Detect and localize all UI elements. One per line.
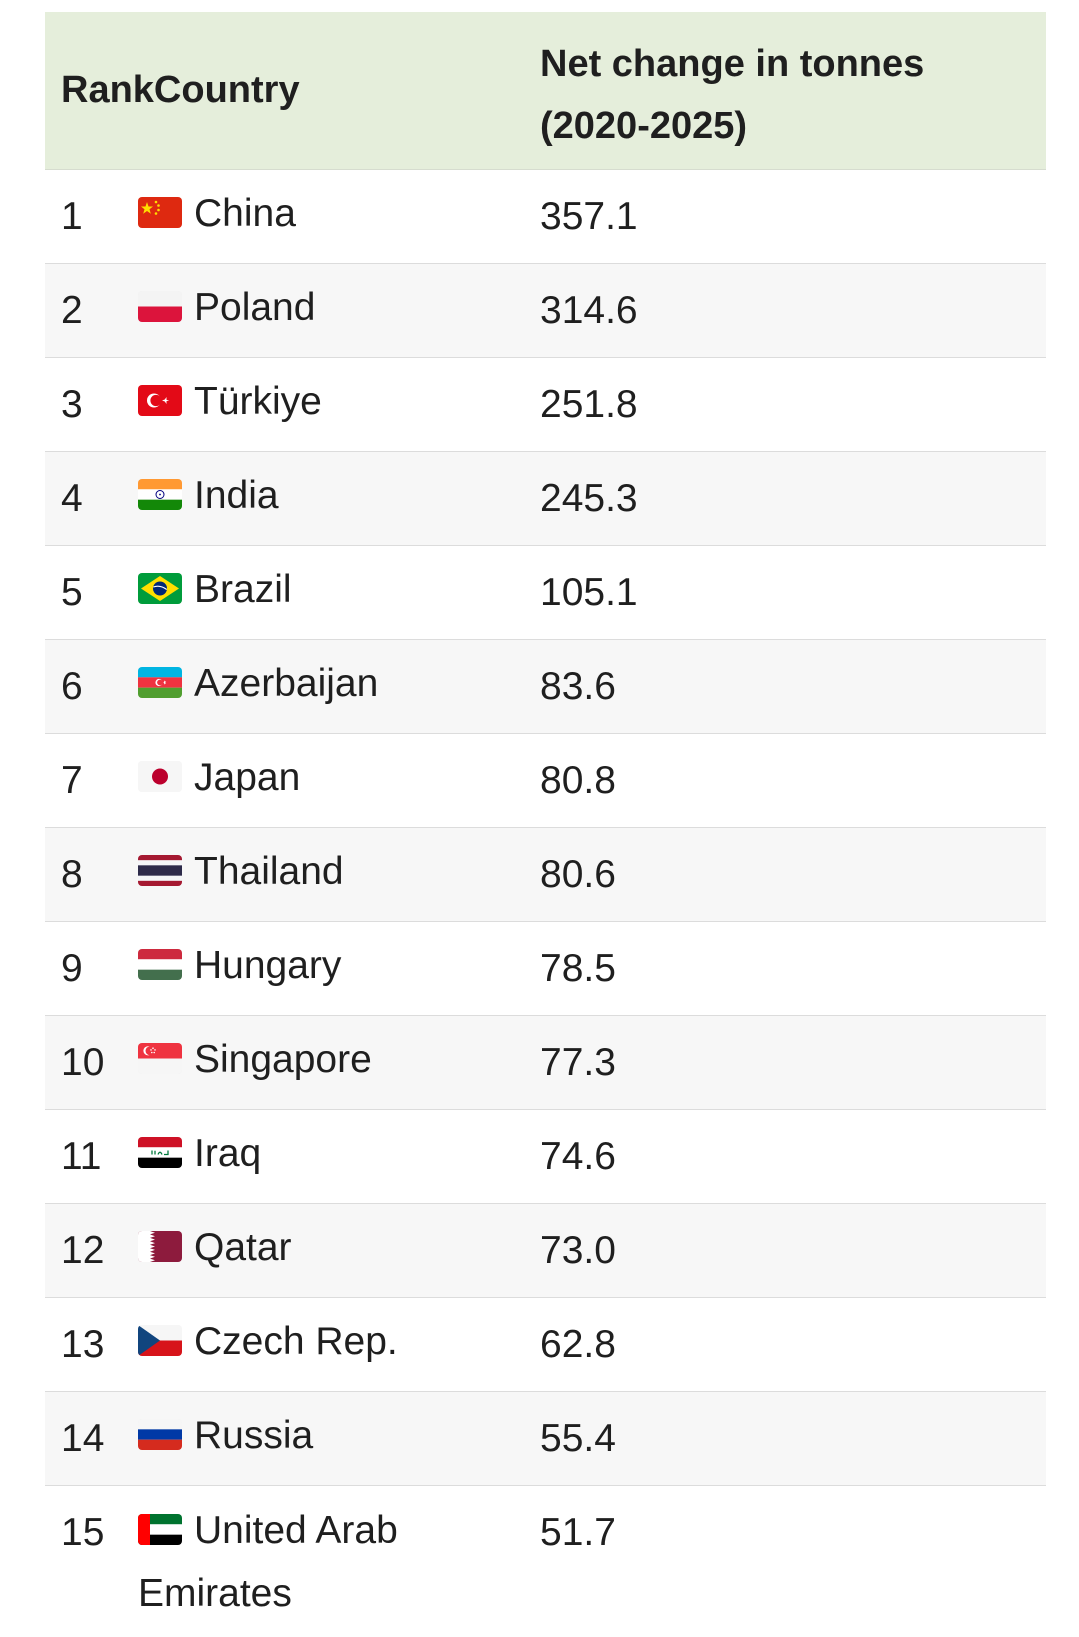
- value-cell: 78.5: [540, 947, 616, 990]
- uae-flag-icon: [138, 1514, 182, 1545]
- india-flag-icon: [138, 479, 182, 510]
- rank-cell: 15: [61, 1511, 105, 1554]
- country-name: India: [194, 474, 279, 517]
- value-cell: 251.8: [540, 383, 638, 426]
- country-cell: Russia: [138, 1380, 525, 1485]
- value-cell: 77.3: [540, 1041, 616, 1084]
- country-name: Russia: [194, 1414, 314, 1457]
- rank-cell: 2: [61, 289, 83, 332]
- country-name: Brazil: [194, 568, 292, 611]
- value-cell: 80.8: [540, 759, 616, 802]
- country-name: Türkiye: [194, 380, 322, 423]
- rank-cell: 6: [61, 665, 83, 708]
- value-cell: 74.6: [540, 1135, 616, 1178]
- rank-cell: 4: [61, 477, 83, 520]
- country-cell: Thailand: [138, 816, 525, 921]
- value-cell: 80.6: [540, 853, 616, 896]
- table-row: 8 Thailand 80.6: [45, 828, 1046, 922]
- singapore-flag-icon: [138, 1043, 182, 1074]
- value-cell: 73.0: [540, 1229, 616, 1272]
- table-row: 1 China 357.1: [45, 170, 1046, 264]
- country-cell: Brazil: [138, 534, 525, 639]
- country-name: Japan: [194, 756, 301, 799]
- rank-cell: 14: [61, 1417, 105, 1460]
- value-cell: 314.6: [540, 289, 638, 332]
- value-cell: 55.4: [540, 1417, 616, 1460]
- country-cell: Hungary: [138, 910, 525, 1015]
- table-row: 6 Azerbaijan 83.6: [45, 640, 1046, 734]
- hungary-flag-icon: [138, 949, 182, 980]
- country-name: Poland: [194, 286, 316, 329]
- table-row: 11 Iraq 74.6: [45, 1110, 1046, 1204]
- value-cell: 357.1: [540, 195, 638, 238]
- country-name: Hungary: [194, 944, 342, 987]
- country-cell: India: [138, 440, 525, 545]
- azerbaijan-flag-icon: [138, 667, 182, 698]
- rank-cell: 10: [61, 1041, 105, 1084]
- country-cell: Poland: [138, 252, 525, 357]
- country-name: China: [194, 192, 296, 235]
- country-cell: China: [138, 158, 525, 263]
- rank-cell: 5: [61, 571, 83, 614]
- country-name: Qatar: [194, 1226, 292, 1269]
- rank-cell: 7: [61, 759, 83, 802]
- country-cell: Türkiye: [138, 346, 525, 451]
- table-header: RankCountry Net change in tonnes (2020-2…: [45, 12, 1046, 170]
- table-row: 15 United Arab Emirates 51.7: [45, 1486, 1046, 1634]
- header-net-change-line2: (2020-2025): [540, 105, 748, 147]
- country-cell: Czech Rep.: [138, 1286, 525, 1391]
- country-cell: Singapore: [138, 1004, 525, 1109]
- country-name: Iraq: [194, 1132, 262, 1175]
- country-name: Czech Rep.: [194, 1320, 398, 1363]
- rank-cell: 8: [61, 853, 83, 896]
- japan-flag-icon: [138, 761, 182, 792]
- country-cell: Azerbaijan: [138, 628, 525, 733]
- country-name: Thailand: [194, 850, 344, 893]
- country-cell: Japan: [138, 722, 525, 827]
- czech-flag-icon: [138, 1325, 182, 1356]
- rank-cell: 3: [61, 383, 83, 426]
- table-row: 5 Brazil 105.1: [45, 546, 1046, 640]
- table-row: 10 Singapore 77.3: [45, 1016, 1046, 1110]
- poland-flag-icon: [138, 291, 182, 322]
- rank-cell: 13: [61, 1323, 105, 1366]
- brazil-flag-icon: [138, 573, 182, 604]
- ranking-table: RankCountry Net change in tonnes (2020-2…: [45, 12, 1046, 1634]
- table-row: 13 Czech Rep. 62.8: [45, 1298, 1046, 1392]
- table-row: 7 Japan 80.8: [45, 734, 1046, 828]
- header-rank-country: RankCountry: [61, 69, 300, 111]
- russia-flag-icon: [138, 1419, 182, 1450]
- table-row: 9 Hungary 78.5: [45, 922, 1046, 1016]
- rank-cell: 12: [61, 1229, 105, 1272]
- table-row: 14 Russia 55.4: [45, 1392, 1046, 1486]
- value-cell: 105.1: [540, 571, 638, 614]
- country-cell: Qatar: [138, 1192, 525, 1297]
- china-flag-icon: [138, 197, 182, 228]
- thailand-flag-icon: [138, 855, 182, 886]
- country-name: United Arab Emirates: [138, 1509, 398, 1615]
- value-cell: 62.8: [540, 1323, 616, 1366]
- rank-cell: 11: [61, 1135, 102, 1178]
- iraq-flag-icon: [138, 1137, 182, 1168]
- table-row: 3 Türkiye 251.8: [45, 358, 1046, 452]
- turkey-flag-icon: [138, 385, 182, 416]
- header-net-change-line1: Net change in tonnes: [540, 43, 925, 85]
- country-name: Azerbaijan: [194, 662, 379, 705]
- rank-cell: 9: [61, 947, 83, 990]
- qatar-flag-icon: [138, 1231, 182, 1262]
- country-cell: United Arab Emirates: [138, 1474, 525, 1634]
- rank-cell: 1: [61, 195, 83, 238]
- value-cell: 51.7: [540, 1511, 616, 1554]
- country-name: Singapore: [194, 1038, 372, 1081]
- table-row: 2 Poland 314.6: [45, 264, 1046, 358]
- header-net-change: Net change in tonnes (2020-2025): [525, 12, 1046, 169]
- table-row: 12 Qatar 73.0: [45, 1204, 1046, 1298]
- table-row: 4 India 245.3: [45, 452, 1046, 546]
- country-cell: Iraq: [138, 1098, 525, 1203]
- value-cell: 245.3: [540, 477, 638, 520]
- value-cell: 83.6: [540, 665, 616, 708]
